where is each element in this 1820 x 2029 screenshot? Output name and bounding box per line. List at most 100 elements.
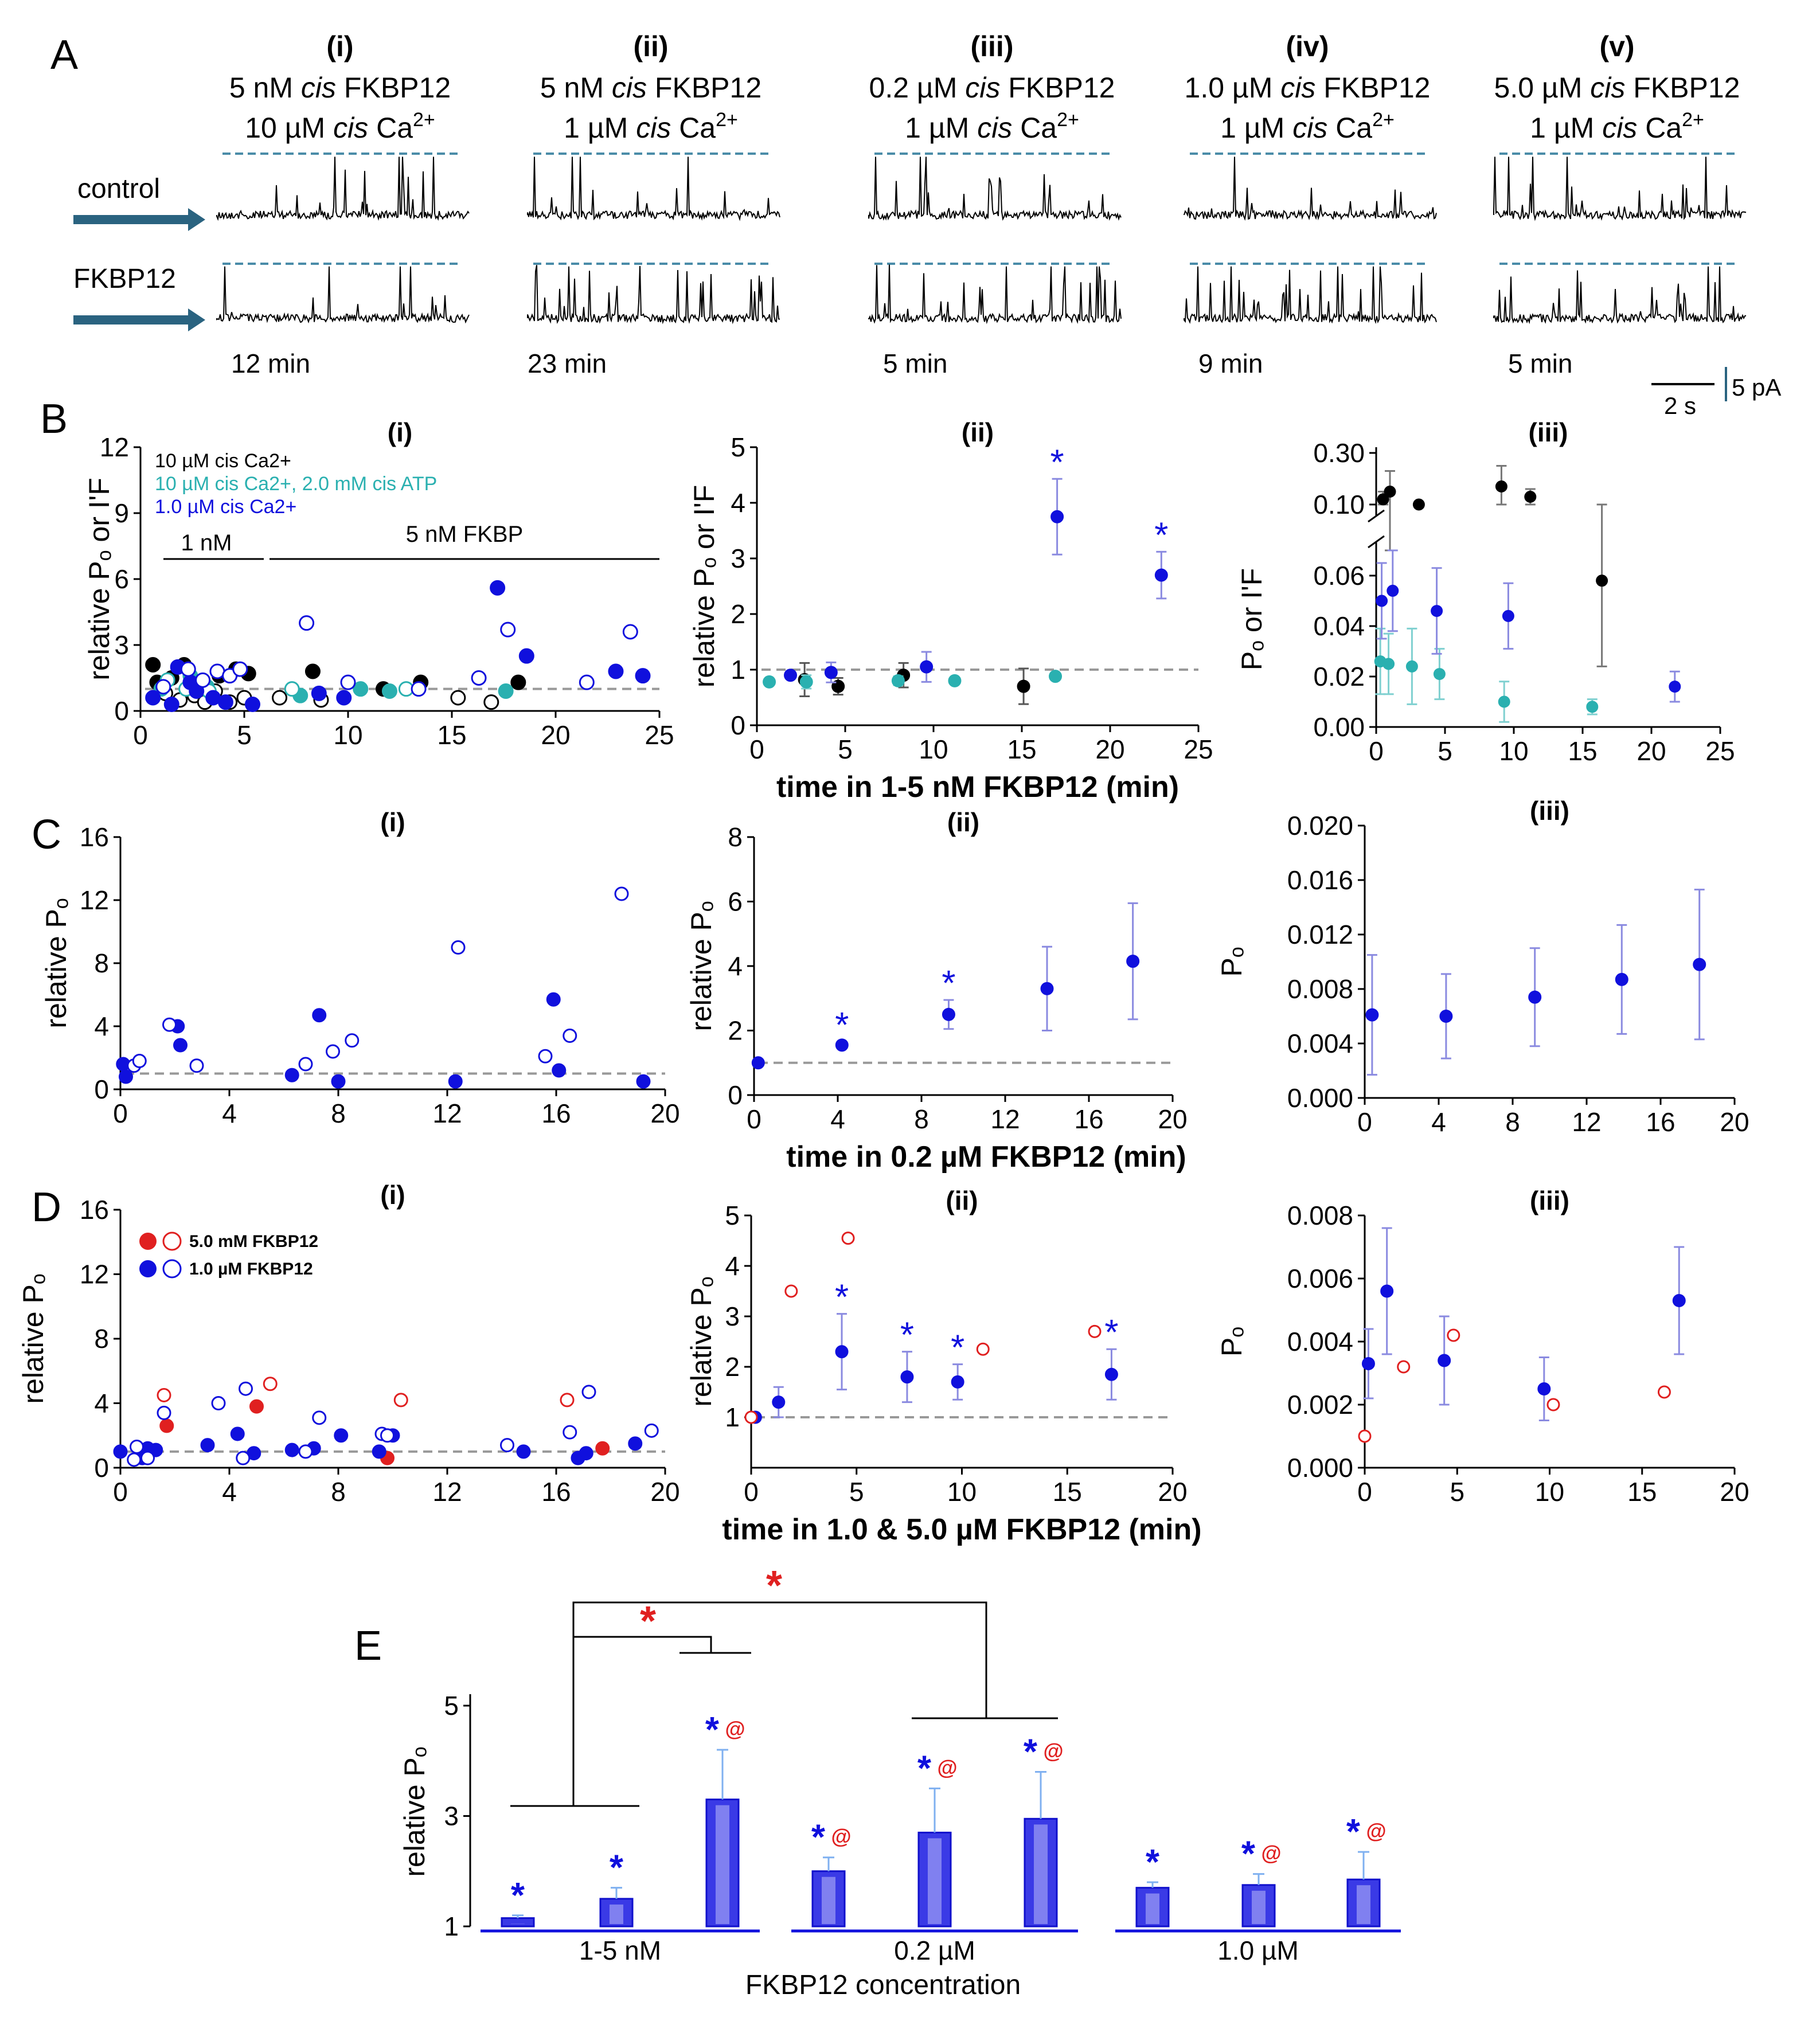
x-tick-label: 12	[432, 1098, 462, 1128]
data-point	[113, 1444, 128, 1459]
open-data-point	[563, 1425, 577, 1440]
data-point	[1431, 605, 1443, 617]
scale-time-label: 2 s	[1664, 392, 1696, 419]
significance-star: *	[1346, 1812, 1361, 1852]
x-tick-label: 5	[1438, 736, 1452, 766]
data-point	[163, 697, 179, 712]
text-span: FKBP12	[1625, 72, 1740, 104]
control-trace	[868, 157, 1122, 221]
y-tick-label: 3	[731, 544, 745, 573]
data-point	[217, 694, 233, 710]
y-tick-label: 0.008	[1287, 974, 1353, 1004]
axis-break	[1368, 509, 1385, 523]
x-tick-label: 0	[747, 1104, 761, 1134]
x-tick-label: 15	[1627, 1477, 1657, 1507]
y-tick-label: 0	[114, 696, 129, 726]
data-point	[1380, 1284, 1394, 1298]
x-tick-label: 10	[947, 1477, 977, 1507]
x-tick-label: 15	[1007, 734, 1036, 764]
y-tick-label: 4	[94, 1011, 109, 1041]
superscript: 2+	[1057, 109, 1079, 131]
data-point	[1049, 670, 1063, 683]
x-tick-label: 0	[1369, 736, 1384, 766]
chart-d-i: 0 4 8 12 16 20 0 4 8 12 16 (i) relative Pₒ 5.0 mM FKB…	[17, 1180, 680, 1507]
chart-b-iii: 0 5 10 15 20 25 0.00 0.02 0.04 0.06 0.10 0.30 (iii) P…	[1236, 417, 1735, 766]
data-point	[1376, 595, 1388, 607]
y-axis-label: relative Pₒ	[685, 1276, 717, 1406]
text-span: 5 nM	[540, 72, 612, 104]
x-axis-label: time in 1-5 nM FKBP12 (min)	[776, 771, 1179, 804]
open-data-point	[450, 690, 466, 706]
x-tick-label: 10	[919, 734, 948, 764]
column-line1: 1.0 µM cis FKBP12	[1185, 72, 1431, 104]
x-tick-label: 16	[1074, 1104, 1103, 1134]
text-span: cis	[636, 112, 671, 144]
data-point	[751, 1056, 765, 1070]
y-tick-label: 6	[114, 564, 129, 594]
text-span: FKBP12	[647, 72, 761, 104]
chart-b-ii: 0 5 10 15 20 25 0 1 2 3 4 5 (ii) relative Pₒ or I'F ti…	[688, 417, 1213, 804]
row-label-control: control	[77, 174, 160, 204]
x-tick-label: 20	[1720, 1107, 1749, 1137]
x-tick-label: 16	[1646, 1107, 1675, 1137]
x-tick-label: 20	[1158, 1104, 1187, 1134]
data-point	[1537, 1382, 1551, 1395]
y-tick-label: 0.008	[1287, 1201, 1353, 1230]
control-trace	[1184, 157, 1437, 221]
data-point	[799, 675, 813, 689]
y-tick-label: 12	[80, 885, 109, 915]
annotation-1nm: 1 nM	[181, 530, 232, 556]
column-id: (iii)	[971, 30, 1014, 62]
data-point	[490, 580, 506, 596]
significance-star: *	[1146, 1843, 1160, 1882]
y-tick-label: 0	[94, 1074, 109, 1104]
open-data-point	[500, 1438, 514, 1453]
y-tick-label: 0.30	[1313, 438, 1365, 468]
data-point	[1524, 491, 1537, 503]
column-id: (ii)	[633, 30, 668, 62]
data-point	[284, 1442, 299, 1457]
significance-star: *	[900, 1316, 914, 1355]
at-marker: @	[725, 1717, 745, 1741]
x-tick-label: 5	[849, 1477, 864, 1507]
bar-highlight	[1146, 1893, 1159, 1924]
legend-filled-marker	[139, 1233, 157, 1250]
x-tick-label: 4	[222, 1098, 237, 1128]
open-data-point	[189, 1058, 204, 1073]
time-label: 12 min	[231, 349, 310, 378]
data-point	[1528, 990, 1542, 1004]
y-tick-label: 1	[725, 1402, 740, 1432]
open-data-point	[1447, 1328, 1460, 1342]
x-axis-label: FKBP12 concentration	[745, 1970, 1021, 2000]
panel-title: (iii)	[1530, 1186, 1569, 1215]
bar	[501, 1917, 535, 1928]
significance-star: *	[835, 1278, 849, 1318]
chart-c-ii: 0 4 8 12 16 20 0 2 4 6 8 (ii) relative Pₒ time in 0.2…	[685, 807, 1188, 1174]
data-point	[636, 1074, 651, 1089]
x-tick-label: 20	[1095, 734, 1124, 764]
data-point	[1693, 957, 1706, 971]
column-line2: 10 µM cis Ca2+	[245, 109, 435, 144]
data-point	[1365, 1008, 1379, 1022]
arrow-shaft	[73, 315, 188, 325]
text-span: Ca	[1012, 112, 1057, 144]
at-marker: @	[831, 1825, 851, 1848]
y-axis-label: relative Pₒ or I'F	[688, 485, 720, 688]
y-tick-label: 0.016	[1287, 865, 1353, 895]
data-point	[835, 1038, 849, 1052]
significance-star: *	[1104, 1313, 1118, 1352]
data-point	[1405, 660, 1418, 673]
significance-star: *	[951, 1328, 964, 1368]
y-tick-label: 2	[725, 1352, 740, 1382]
open-data-point	[263, 1377, 278, 1391]
data-point	[510, 674, 526, 690]
panel-title: (i)	[380, 1180, 405, 1210]
open-data-point	[130, 1439, 144, 1454]
open-data-point	[784, 1284, 798, 1298]
column-id: (iv)	[1286, 30, 1329, 62]
data-point	[763, 675, 776, 689]
at-marker: @	[1261, 1842, 1281, 1865]
x-tick-label: 0	[113, 1477, 128, 1507]
y-tick-label: 16	[80, 822, 109, 852]
